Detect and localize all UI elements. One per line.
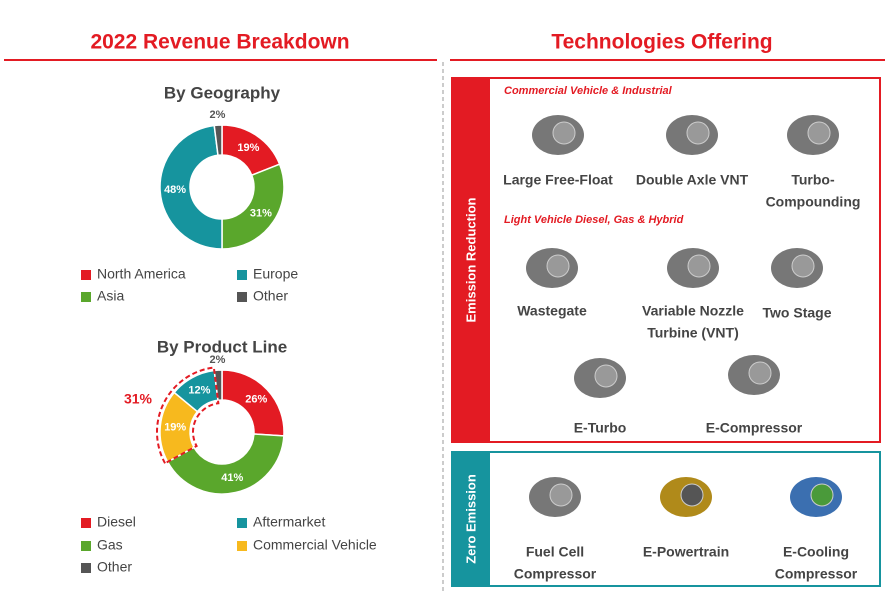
legend-label: North America [97,266,186,282]
zero-side [452,452,490,586]
data-label: 2% [210,354,226,366]
product-image [546,254,570,278]
product-image [748,361,772,385]
product-name: Compressor [775,566,858,582]
section-label: Commercial Vehicle & Industrial [504,85,673,97]
slice [213,124,223,157]
legend-swatch [237,541,247,551]
legend-label: Europe [253,266,298,282]
highlight-outline [156,366,220,465]
legend-label: Diesel [97,514,136,530]
legend-label: Other [253,288,288,304]
product-name: Turbine (VNT) [647,325,739,341]
product-image [810,483,834,507]
legend-swatch [81,270,91,280]
product-name: Large Free-Float [503,172,613,188]
product-image [687,254,711,278]
slice [159,124,223,250]
chart-title: By Product Line [157,337,287,356]
slice [166,433,285,495]
product-name: Double Axle VNT [636,172,749,188]
section-label: Light Vehicle Diesel, Gas & Hybrid [504,214,684,226]
legend-swatch [81,292,91,302]
legend-label: Asia [97,288,124,304]
product-image [791,254,815,278]
product-image [680,483,704,507]
zero-box [451,451,881,587]
product-name: Wastegate [517,303,587,319]
product-name: E-Turbo [574,420,627,436]
legend-label: Other [97,559,132,575]
slice [221,163,285,250]
legend-swatch [81,563,91,573]
product-name: Compounding [766,194,861,210]
legend-swatch [237,518,247,528]
product-name: Fuel Cell [526,544,584,560]
legend-swatch [81,518,91,528]
data-label: 48% [164,184,186,196]
group-label: Zero Emission [463,474,478,564]
legend-label: Aftermarket [253,514,325,530]
legend-swatch [237,270,247,280]
product-image [686,121,710,145]
product-name: E-Cooling [783,544,849,560]
product-image [549,483,573,507]
product-name: E-Powertrain [643,544,729,560]
data-label: 26% [245,394,267,406]
slice [213,369,223,402]
data-label: 2% [210,109,226,121]
data-label: 41% [221,472,243,484]
data-label: 31% [250,207,272,219]
data-label: 19% [164,421,186,433]
legend-swatch [81,541,91,551]
legend-label: Commercial Vehicle [253,537,377,553]
left-title: 2022 Revenue Breakdown [90,31,349,54]
legend-label: Gas [97,537,123,553]
product-image [594,364,618,388]
annotation: 31% [124,391,153,407]
product-image [807,121,831,145]
product-name: Compressor [514,566,597,582]
data-label: 12% [188,385,210,397]
emission-side [452,78,490,442]
product-name: Turbo- [791,172,835,188]
group-label: Emission Reduction [463,197,478,322]
right-title: Technologies Offering [551,31,772,54]
chart-title: By Geography [164,83,281,102]
product-name: Variable Nozzle [642,303,744,319]
product-name: Two Stage [763,305,832,321]
product-name: E-Compressor [706,420,803,436]
data-label: 19% [237,142,259,154]
legend-swatch [237,292,247,302]
product-image [552,121,576,145]
